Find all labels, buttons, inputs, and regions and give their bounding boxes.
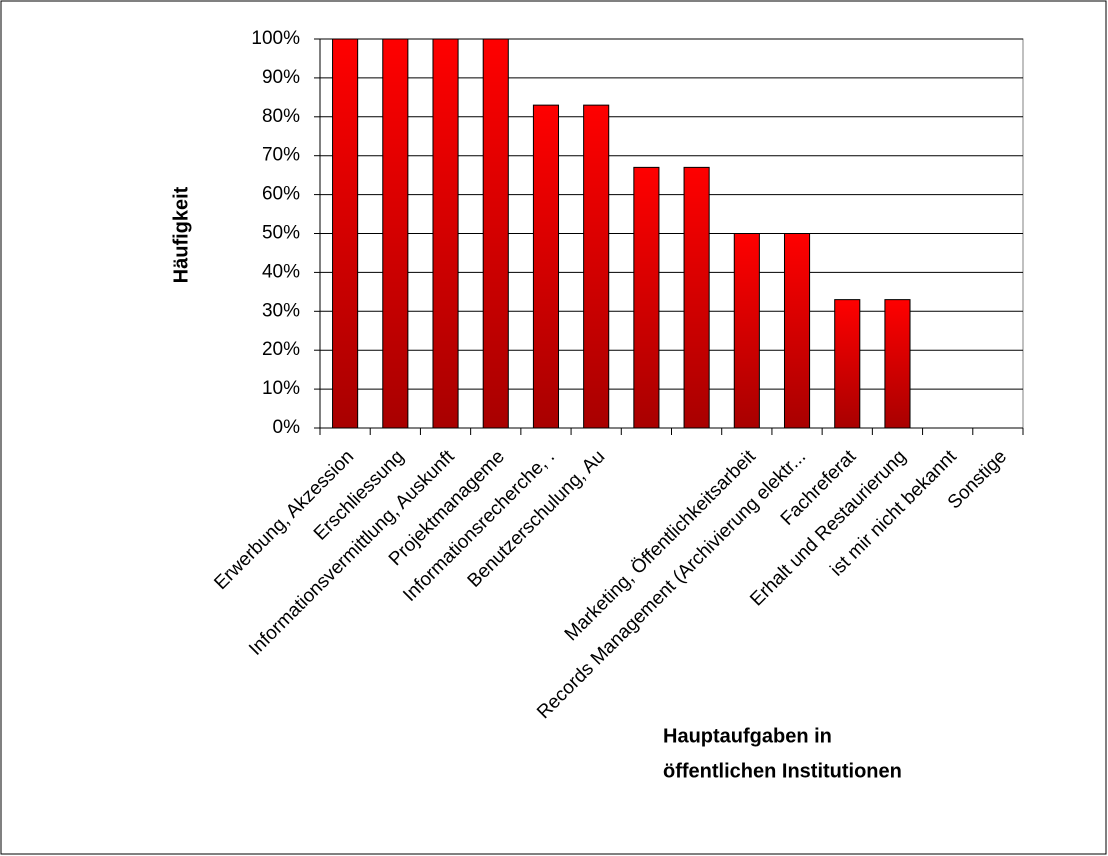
y-tick-label: 10% — [262, 378, 300, 399]
bar — [783, 233, 811, 429]
y-tick-label: 60% — [262, 184, 300, 205]
y-tick-label: 70% — [262, 145, 300, 166]
y-tick-label: 40% — [262, 261, 300, 282]
x-axis-title: Hauptaufgaben in — [663, 725, 832, 747]
bar — [382, 38, 409, 429]
bar — [432, 38, 459, 429]
y-tick-label: 100% — [251, 28, 300, 49]
bar — [884, 299, 911, 429]
y-tick-label: 90% — [262, 67, 300, 88]
bar — [482, 38, 509, 429]
bar — [532, 104, 560, 429]
y-tick-label: 30% — [262, 300, 300, 321]
bar — [834, 299, 861, 429]
bar — [633, 166, 660, 429]
x-axis-title: öffentlichen Institutionen — [663, 760, 902, 782]
y-tick-label: 20% — [262, 339, 300, 360]
y-tick-label: 0% — [273, 417, 301, 438]
y-tick-label: 50% — [262, 223, 300, 244]
bar — [733, 233, 760, 429]
y-tick-label: 80% — [262, 106, 300, 127]
bar — [583, 104, 610, 429]
bar — [332, 38, 359, 429]
y-axis-title: Häufigkeit — [170, 186, 192, 283]
bar — [683, 166, 710, 429]
